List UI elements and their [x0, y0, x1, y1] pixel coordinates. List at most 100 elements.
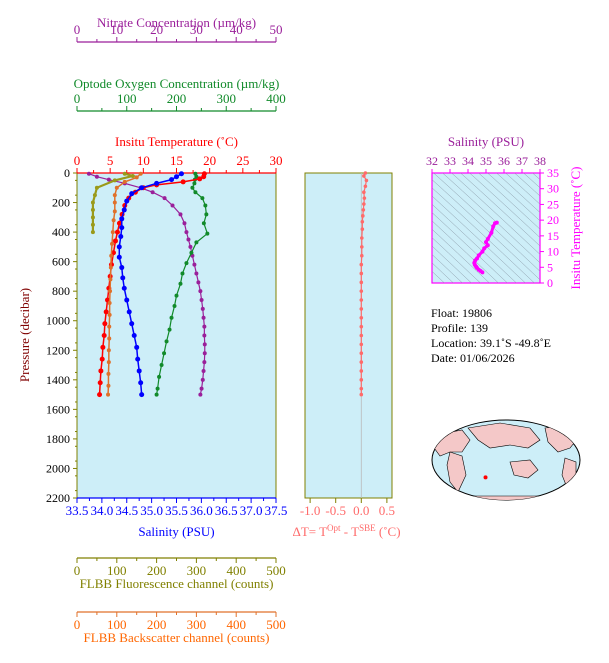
- ts-density-contour: [505, 173, 540, 205]
- temperature-tick-label: 0: [74, 153, 81, 168]
- backscatter-point: [110, 230, 115, 235]
- salinity-point: [124, 198, 130, 204]
- salinity-point: [121, 285, 127, 291]
- dt-point: [359, 262, 364, 267]
- backscatter-point: [107, 301, 112, 305]
- nitrate-point: [86, 171, 91, 176]
- ts-y-tick-label: 0: [547, 276, 553, 290]
- pressure-tick-label: 1200: [46, 343, 70, 357]
- dt-point: [359, 369, 364, 373]
- dt-point: [362, 196, 367, 200]
- salinity-tick-label: 37.5: [265, 503, 288, 518]
- ts-density-contour: [460, 173, 540, 247]
- ts-density-contour: [478, 173, 540, 230]
- temperature-point: [114, 229, 120, 235]
- fluorescence-point: [90, 230, 95, 235]
- ts-x-tick-label: 35: [480, 154, 492, 168]
- fluorescence-axis-label: FLBB Fluorescence channel (counts): [80, 576, 274, 591]
- salinity-point: [124, 297, 130, 303]
- nitrate-point: [202, 324, 207, 329]
- dt-point: [359, 307, 364, 311]
- dt-point: [362, 202, 366, 206]
- backscatter-point: [106, 360, 111, 365]
- ts-density-contour: [432, 237, 481, 283]
- salinity-point: [118, 234, 124, 240]
- oxygen-point: [164, 339, 169, 344]
- temperature-point: [180, 179, 186, 185]
- oxygen-series: [154, 171, 210, 397]
- pressure-tick-label: 0: [64, 166, 70, 180]
- ts-density-contour: [432, 187, 535, 283]
- ts-point: [484, 240, 488, 245]
- dt-point: [359, 324, 364, 329]
- nitrate-point: [194, 271, 199, 276]
- backscatter-point: [111, 218, 116, 223]
- backscatter-series: [106, 171, 143, 397]
- oxygen-point: [157, 374, 162, 379]
- fluorescence-tick-label: 500: [266, 563, 286, 578]
- backscatter-tick-label: 100: [107, 617, 127, 632]
- oxygen-point: [159, 363, 164, 368]
- dt-point: [359, 342, 364, 347]
- dt-point: [359, 315, 364, 320]
- ts-density-contour: [432, 254, 463, 283]
- fluorescence-series: [90, 171, 138, 235]
- pressure-tick-label: 1600: [46, 402, 70, 416]
- oxygen-point: [184, 261, 189, 266]
- nitrate-point: [198, 289, 203, 294]
- oxygen-tick-label: 0: [74, 91, 81, 106]
- backscatter-point: [106, 392, 111, 397]
- nitrate-point: [200, 306, 205, 311]
- ts-x-axis-label: Salinity (PSU): [448, 134, 524, 149]
- temperature-point: [100, 344, 106, 350]
- ts-y-tick-label: 25: [547, 197, 559, 211]
- ts-y-tick-label: 35: [547, 166, 559, 180]
- world-map: [431, 419, 581, 501]
- dt-point: [359, 386, 364, 391]
- backscatter-point: [106, 348, 111, 353]
- nitrate-point: [162, 196, 167, 201]
- backscatter-tick-label: 200: [147, 617, 167, 632]
- dt-point: [359, 378, 364, 382]
- salinity-point: [129, 191, 135, 197]
- ts-y-tick-label: 30: [547, 182, 559, 196]
- temperature-tick-label: 20: [203, 153, 216, 168]
- fluorescence-point: [122, 171, 127, 176]
- oxygen-point: [162, 351, 167, 356]
- dt-point: [360, 236, 364, 240]
- backscatter-tick-label: 300: [187, 617, 207, 632]
- backscatter-point: [108, 265, 113, 270]
- temperature-tick-label: 15: [170, 153, 183, 168]
- nitrate-point: [202, 342, 207, 347]
- salinity-point: [119, 216, 125, 222]
- temperature-tick-label: 30: [270, 153, 283, 168]
- nitrate-point: [188, 244, 193, 249]
- nitrate-point: [196, 280, 201, 285]
- dt-tick-label: -0.5: [325, 503, 346, 518]
- dt-point: [359, 392, 364, 397]
- ts-density-contour: [432, 270, 445, 283]
- backscatter-point: [106, 383, 111, 388]
- fluorescence-tick-label: 100: [107, 563, 127, 578]
- oxygen-point: [189, 250, 194, 255]
- nitrate-point: [198, 392, 203, 397]
- backscatter-tick-label: 500: [266, 617, 286, 632]
- nitrate-point: [202, 351, 207, 356]
- fluorescence-tick-label: 200: [147, 563, 167, 578]
- ts-density-contour: [432, 195, 526, 283]
- oxygen-point: [201, 221, 206, 226]
- ts-density-contour: [432, 212, 508, 283]
- salinity-point: [131, 333, 137, 338]
- backscatter-point: [122, 179, 127, 184]
- dt-plot-area: [304, 172, 393, 499]
- salinity-point: [169, 177, 175, 183]
- dt-point: [363, 171, 368, 175]
- dt-point: [360, 227, 365, 231]
- dt-tick-label: -1.0: [300, 503, 321, 518]
- dt-point: [359, 280, 364, 285]
- nitrate-tick-label: 0: [74, 22, 81, 37]
- dt-tick-label: 0.0: [353, 503, 369, 518]
- nitrate-point: [178, 212, 183, 217]
- oxygen-point: [174, 293, 179, 298]
- float-info: Float: 19806 Profile: 139 Location: 39.1…: [431, 306, 551, 365]
